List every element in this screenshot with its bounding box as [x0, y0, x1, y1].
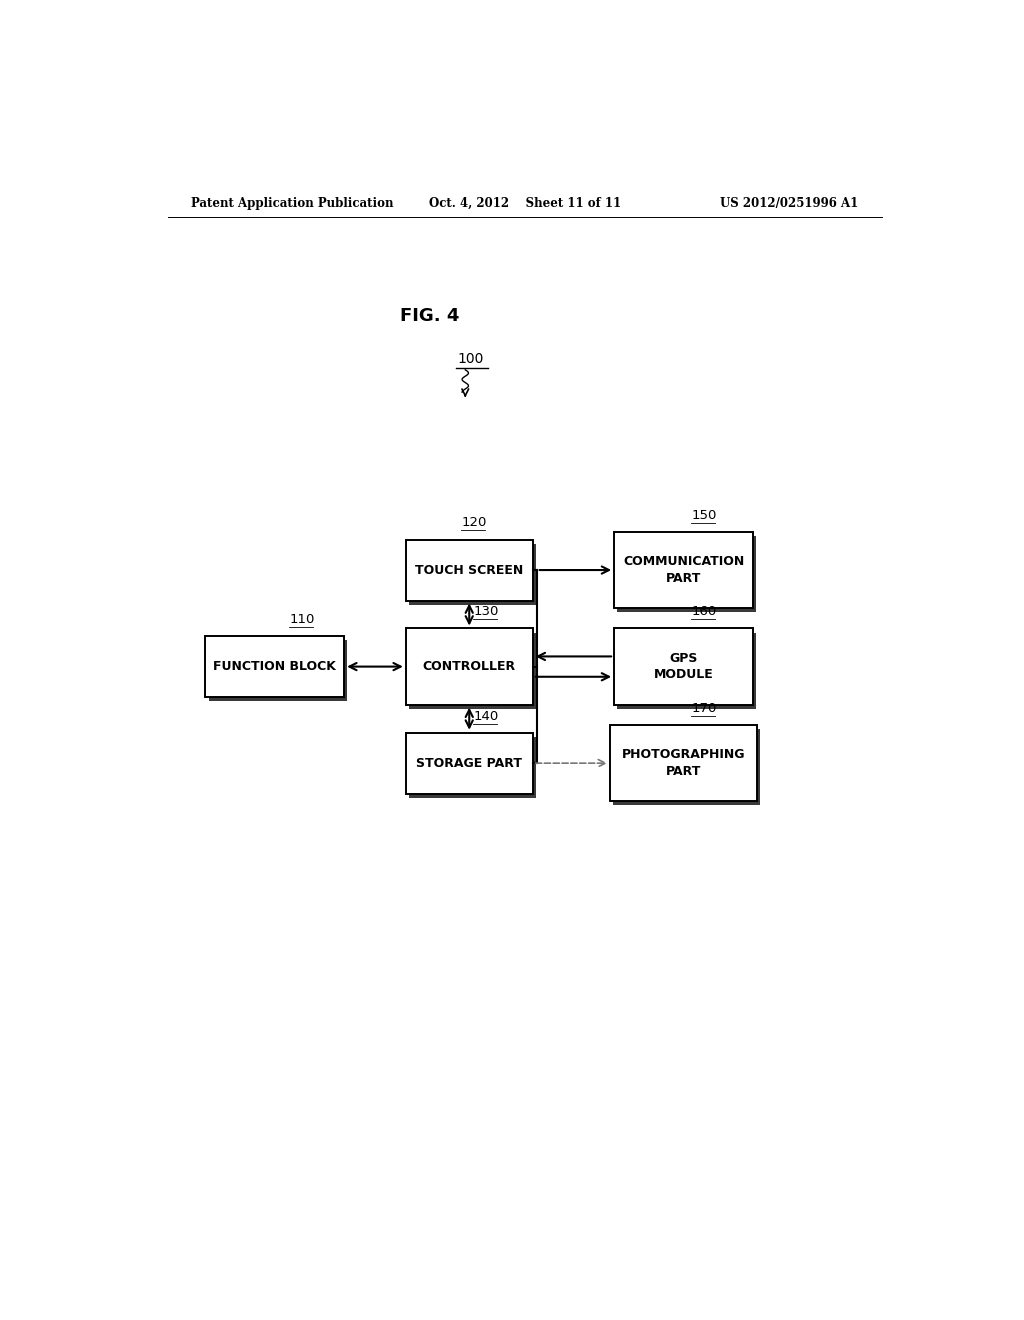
Bar [617, 632, 756, 709]
Bar [409, 544, 536, 605]
Text: STORAGE PART: STORAGE PART [416, 756, 522, 770]
Text: GPS
MODULE: GPS MODULE [653, 652, 714, 681]
Bar [610, 725, 757, 801]
Text: CONTROLLER: CONTROLLER [423, 660, 516, 673]
Text: TOUCH SCREEN: TOUCH SCREEN [415, 564, 523, 577]
Bar [209, 640, 347, 701]
Bar [613, 729, 760, 805]
Text: 150: 150 [691, 508, 717, 521]
Text: 160: 160 [691, 606, 717, 618]
Bar [409, 737, 536, 797]
Bar [614, 628, 753, 705]
Bar [406, 540, 532, 601]
Text: 130: 130 [473, 606, 499, 618]
Text: 120: 120 [461, 516, 486, 529]
Text: US 2012/0251996 A1: US 2012/0251996 A1 [720, 197, 858, 210]
Bar [617, 536, 756, 612]
Text: Patent Application Publication: Patent Application Publication [191, 197, 394, 210]
Text: FIG. 4: FIG. 4 [400, 308, 459, 325]
Text: 140: 140 [473, 710, 499, 722]
Text: PHOTOGRAPHING
PART: PHOTOGRAPHING PART [622, 748, 745, 777]
Bar [206, 636, 344, 697]
Bar [409, 632, 536, 709]
Text: 170: 170 [691, 702, 717, 715]
Text: 100: 100 [458, 351, 483, 366]
Bar [406, 628, 532, 705]
Bar [614, 532, 753, 609]
Text: Oct. 4, 2012    Sheet 11 of 11: Oct. 4, 2012 Sheet 11 of 11 [429, 197, 621, 210]
Text: COMMUNICATION
PART: COMMUNICATION PART [623, 556, 744, 585]
Text: FUNCTION BLOCK: FUNCTION BLOCK [213, 660, 336, 673]
Bar [406, 733, 532, 793]
Text: 110: 110 [289, 612, 314, 626]
